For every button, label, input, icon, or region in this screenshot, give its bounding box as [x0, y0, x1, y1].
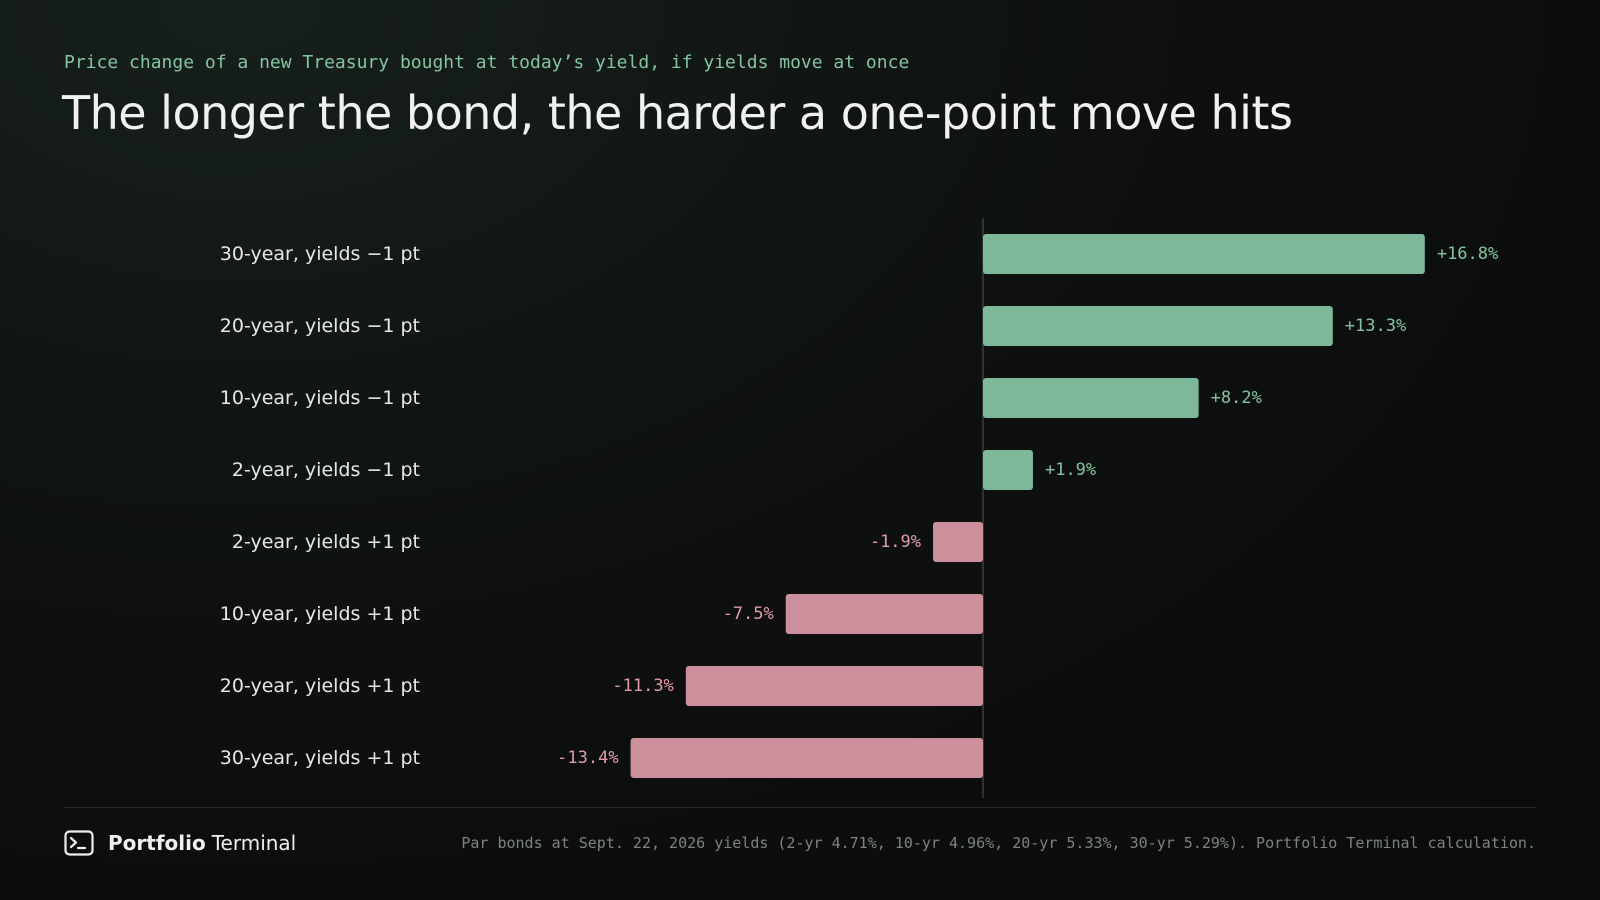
chart-title: The longer the bond, the harder a one-po…: [62, 86, 1293, 140]
category-label: 30-year, yields +1 pt: [220, 747, 420, 769]
footer-divider: [64, 807, 1536, 808]
brand-name: Portfolio Terminal: [108, 831, 296, 855]
brand-name-bold: Portfolio: [108, 831, 206, 855]
bar-positive: [983, 306, 1333, 346]
category-label: 10-year, yields +1 pt: [220, 603, 420, 625]
bar-positive: [983, 378, 1199, 418]
category-label: 20-year, yields +1 pt: [220, 675, 420, 697]
data-label: -7.5%: [723, 604, 774, 624]
bar-negative: [933, 522, 983, 562]
brand-logo: Portfolio Terminal: [64, 826, 296, 860]
data-label: -13.4%: [557, 748, 618, 768]
source-note: Par bonds at Sept. 22, 2026 yields (2-yr…: [461, 834, 1536, 852]
bar-positive: [983, 234, 1425, 274]
bar-negative: [685, 666, 983, 706]
chart-subtitle: Price change of a new Treasury bought at…: [64, 52, 910, 73]
category-label: 2-year, yields +1 pt: [232, 531, 420, 553]
data-label: +1.9%: [1045, 460, 1096, 480]
brand-name-light: Terminal: [211, 831, 297, 855]
data-label: +13.3%: [1345, 316, 1406, 336]
category-label: 20-year, yields −1 pt: [220, 315, 420, 337]
terminal-prompt-icon: [64, 830, 94, 856]
bar-positive: [983, 450, 1033, 490]
data-label: -11.3%: [612, 676, 673, 696]
category-label: 10-year, yields −1 pt: [220, 387, 420, 409]
data-label: -1.9%: [870, 532, 921, 552]
bar-negative: [785, 594, 983, 634]
category-label: 30-year, yields −1 pt: [220, 243, 420, 265]
category-label: 2-year, yields −1 pt: [232, 459, 420, 481]
bar-negative: [630, 738, 983, 778]
data-label: +8.2%: [1211, 388, 1262, 408]
data-label: +16.8%: [1437, 244, 1498, 264]
